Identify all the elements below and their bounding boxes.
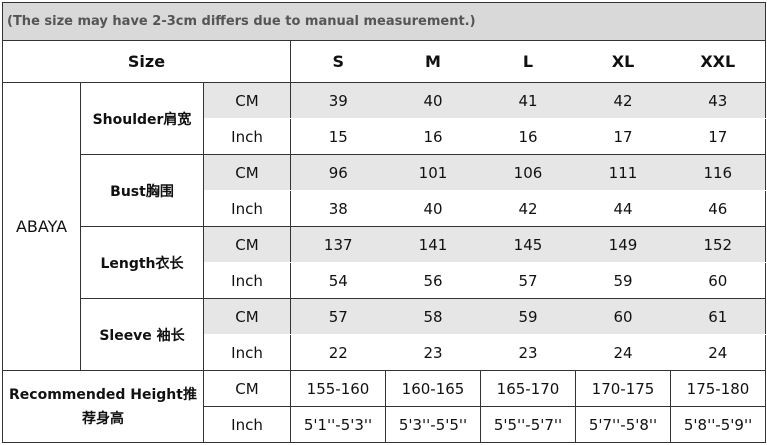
size-value: 42 (480, 190, 576, 227)
unit: Inch (203, 118, 291, 155)
size-value: 137 (290, 226, 386, 263)
size-value: 96 (290, 154, 386, 191)
height-value: 5'1''-5'3'' (290, 406, 386, 443)
size-value: 116 (670, 154, 767, 191)
size-value: 17 (670, 118, 767, 155)
header-size: Size (2, 40, 291, 83)
size-value: 16 (385, 118, 481, 155)
size-value: 40 (385, 190, 481, 227)
size-value: 141 (385, 226, 481, 263)
size-value: 57 (290, 298, 386, 335)
measure-label: Recommended Height推荐身高 (2, 370, 204, 443)
unit: CM (203, 298, 291, 335)
height-value: 5'3''-5'5'' (385, 406, 481, 443)
size-value: 60 (575, 298, 671, 335)
unit: Inch (203, 190, 291, 227)
measure-label: Bust胸围 (80, 154, 204, 227)
unit: CM (203, 226, 291, 263)
size-value: 60 (670, 262, 767, 299)
height-value: 175-180 (669, 370, 767, 407)
size-value: 39 (290, 82, 386, 119)
table-row: ABAYA Shoulder肩宽 CM 39 40 41 42 43 (2, 82, 767, 371)
measure-label: Shoulder肩宽 (80, 82, 204, 155)
height-value: 155-160 (290, 370, 386, 407)
size-value: 152 (670, 226, 767, 263)
size-value: 16 (480, 118, 576, 155)
size-value: 57 (480, 262, 576, 299)
size-value: 149 (575, 226, 671, 263)
size-value: 106 (480, 154, 576, 191)
unit: Inch (203, 334, 291, 371)
unit: CM (203, 82, 291, 119)
size-value: 44 (575, 190, 671, 227)
size-value: 38 (290, 190, 386, 227)
size-value: 23 (480, 334, 576, 371)
unit: CM (203, 370, 291, 407)
size-value: 59 (480, 298, 576, 335)
table-row: (The size may have 2-3cm differs due to … (1, 2, 767, 41)
size-value: 17 (575, 118, 671, 155)
size-value: 46 (670, 190, 767, 227)
note: (The size may have 2-3cm differs due to … (1, 2, 767, 41)
table-row: Sleeve 袖长 CM 57 58 59 60 61 (3, 298, 767, 371)
header-size-label: XXL (670, 40, 767, 83)
header-size-label: M (385, 40, 481, 83)
table-row: Size S M L XL XXL (2, 40, 767, 83)
size-value: 111 (575, 154, 671, 191)
header-size-label: S (290, 40, 386, 83)
height-value: 170-175 (575, 370, 671, 407)
height-value: 160-165 (385, 370, 481, 407)
unit: CM (203, 154, 291, 191)
size-value: 42 (575, 82, 671, 119)
size-value: 22 (290, 334, 386, 371)
size-value: 54 (290, 262, 386, 299)
size-value: 40 (385, 82, 481, 119)
measure-label: Sleeve 袖长 (80, 298, 204, 371)
size-value: 145 (480, 226, 576, 263)
table-row: Bust胸围 CM 96 101 106 111 116 (3, 154, 767, 227)
unit: Inch (203, 262, 291, 299)
size-value: 59 (575, 262, 671, 299)
table-row: Recommended Height推荐身高 CM 155-160 160-165 16… (2, 370, 767, 443)
size-value: 24 (670, 334, 767, 371)
header-size-label: L (480, 40, 576, 83)
product-name: ABAYA (2, 82, 81, 371)
table-row: Inch 54 56 57 59 60 (3, 262, 767, 299)
size-value: 41 (480, 82, 576, 119)
height-value: 5'8''-5'9'' (669, 406, 767, 443)
height-value: 165-170 (480, 370, 576, 407)
table-row: Inch 15 16 16 17 17 (3, 118, 767, 155)
size-value: 58 (385, 298, 481, 335)
height-value: 5'7''-5'8'' (575, 406, 671, 443)
table-row: Length衣长 CM 137 141 145 149 152 (3, 226, 767, 299)
size-value: 56 (385, 262, 481, 299)
measure-label: Length衣长 (80, 226, 204, 299)
height-value: 5'5''-5'7'' (480, 406, 576, 443)
size-value: 43 (670, 82, 767, 119)
size-value: 101 (385, 154, 481, 191)
table-row: Inch 38 40 42 44 46 (3, 190, 767, 227)
size-value: 24 (575, 334, 671, 371)
size-value: 23 (385, 334, 481, 371)
table-row: Inch 5'1''-5'3'' 5'3''-5'5'' 5'5''-5'7'' 5'7… (3, 406, 767, 443)
header-size-label: XL (575, 40, 671, 83)
size-value: 15 (290, 118, 386, 155)
unit: Inch (203, 406, 291, 443)
size-value: 61 (670, 298, 767, 335)
